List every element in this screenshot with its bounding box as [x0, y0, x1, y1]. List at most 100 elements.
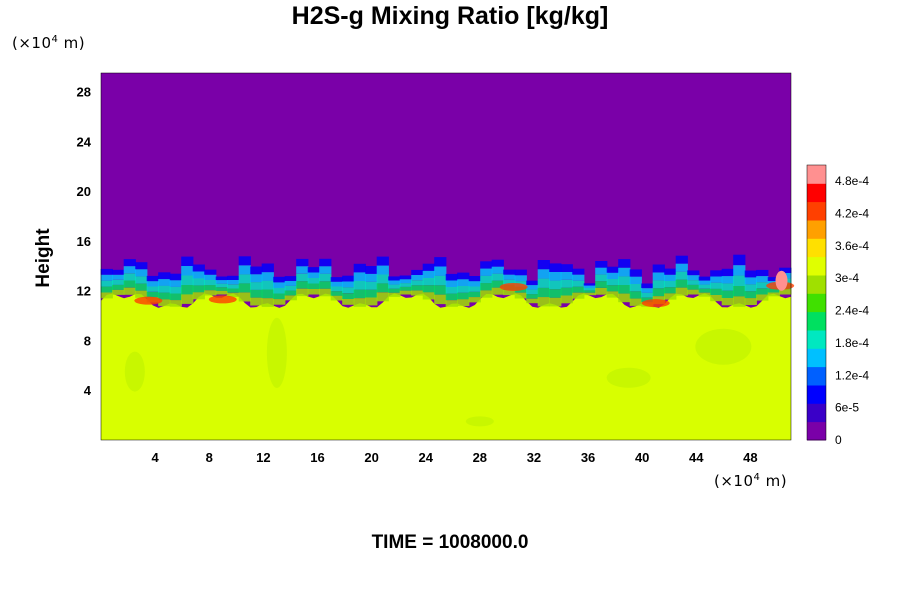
mixing-cell [721, 268, 734, 277]
mixing-cell [434, 266, 447, 276]
mixing-cell [100, 286, 113, 293]
mixing-cell [503, 274, 516, 280]
mixing-cell [457, 272, 470, 280]
mixing-cell [698, 292, 711, 297]
mixing-cell [319, 266, 332, 274]
mixing-cell [296, 273, 309, 282]
colorbar-swatch [807, 330, 826, 349]
mixing-cell [514, 292, 527, 299]
mixing-cell [399, 290, 412, 295]
y-tick-label: 16 [77, 234, 91, 249]
mixing-cell [158, 292, 171, 300]
mixing-cell [376, 292, 389, 302]
mixing-cell [250, 274, 263, 283]
mixing-cell [675, 255, 688, 264]
y-tick-label: 4 [84, 383, 92, 398]
lower-streak [266, 317, 287, 388]
mixing-cell [261, 298, 274, 307]
mixing-cell [146, 286, 159, 292]
mixing-cell [652, 272, 665, 281]
mixing-cell [549, 272, 562, 281]
mixing-cell [319, 258, 332, 267]
mixing-cell [618, 285, 631, 294]
mixing-cell [434, 257, 447, 267]
mixing-cell [549, 289, 562, 298]
mixing-cell [652, 288, 665, 297]
mixing-cell [238, 274, 251, 284]
peak-patch [641, 299, 670, 308]
mixing-cell [215, 287, 228, 291]
mixing-cell [445, 273, 458, 281]
colorbar-swatch [807, 165, 826, 184]
mixing-cell [273, 282, 286, 288]
mixing-cell [261, 289, 274, 299]
y-unit-label: (×104 m) [12, 34, 86, 52]
mixing-cell [296, 281, 309, 289]
mixing-cell [468, 297, 481, 303]
mixing-cell [135, 269, 148, 277]
mixing-cell [698, 280, 711, 285]
colorbar-tick-label: 3.6e-4 [835, 239, 869, 253]
mixing-cell [595, 281, 608, 288]
x-tick-label: 20 [364, 450, 378, 465]
mixing-cell [284, 276, 297, 281]
mixing-cell [606, 279, 619, 286]
mixing-cell [330, 277, 343, 282]
mixing-cell [204, 280, 217, 286]
mixing-cell [526, 280, 539, 286]
mixing-cell [250, 282, 263, 290]
mixing-cell [629, 284, 642, 292]
mixing-cell [583, 290, 596, 293]
mixing-cell [135, 262, 148, 270]
y-tick-label: 28 [77, 85, 91, 100]
mixing-cell [330, 291, 343, 296]
mixing-cell [158, 285, 171, 293]
colorbar-swatch [807, 311, 826, 331]
x-tick-label: 44 [689, 450, 704, 465]
mixing-cell [227, 280, 240, 285]
x-tick-label: 8 [206, 450, 213, 465]
mixing-cell [468, 281, 481, 287]
mixing-cell [744, 277, 757, 285]
colorbar-swatch [807, 421, 826, 441]
mixing-cell [353, 298, 366, 307]
mixing-cell [353, 263, 366, 273]
colorbar: 0 6e-5 1.2e-4 1.8e-4 2.4e-4 3e-4 3.6e-4 4.2e-4 4… [806, 164, 869, 447]
mixing-cell [353, 281, 366, 290]
mixing-cell [641, 292, 654, 298]
mixing-cell [560, 287, 573, 296]
mixing-cell [480, 275, 493, 284]
colorbar-swatch [807, 256, 826, 276]
mixing-cell [526, 289, 539, 295]
plot-field [100, 72, 795, 441]
mixing-cell [204, 290, 217, 296]
mixing-cell [629, 276, 642, 284]
mixing-cell [687, 275, 700, 280]
mixing-cell [181, 294, 194, 304]
chart-title: H2S-g Mixing Ratio [kg/kg] [291, 2, 609, 30]
peak-patch [134, 296, 163, 305]
mixing-cell [307, 289, 320, 295]
mixing-cell [204, 274, 217, 280]
mixing-cell [273, 276, 286, 283]
mixing-cell [733, 286, 746, 297]
mixing-cell [560, 272, 573, 280]
mixing-cell [606, 272, 619, 279]
mixing-cell [307, 283, 320, 289]
mixing-cell [595, 261, 608, 268]
mixing-cell [158, 299, 171, 307]
mixing-cell [652, 264, 665, 273]
mixing-cell [537, 260, 550, 270]
x-tick-label: 16 [310, 450, 324, 465]
mixing-cell [365, 273, 378, 282]
mixing-cell [284, 285, 297, 291]
mixing-cell [100, 268, 113, 275]
mixing-cell [710, 282, 723, 289]
mixing-cell [399, 283, 412, 287]
mixing-cell [284, 290, 297, 296]
mixing-cell [537, 269, 550, 279]
mixing-cell [434, 285, 447, 295]
mixing-cell [411, 285, 424, 291]
mixing-cell [411, 275, 424, 281]
